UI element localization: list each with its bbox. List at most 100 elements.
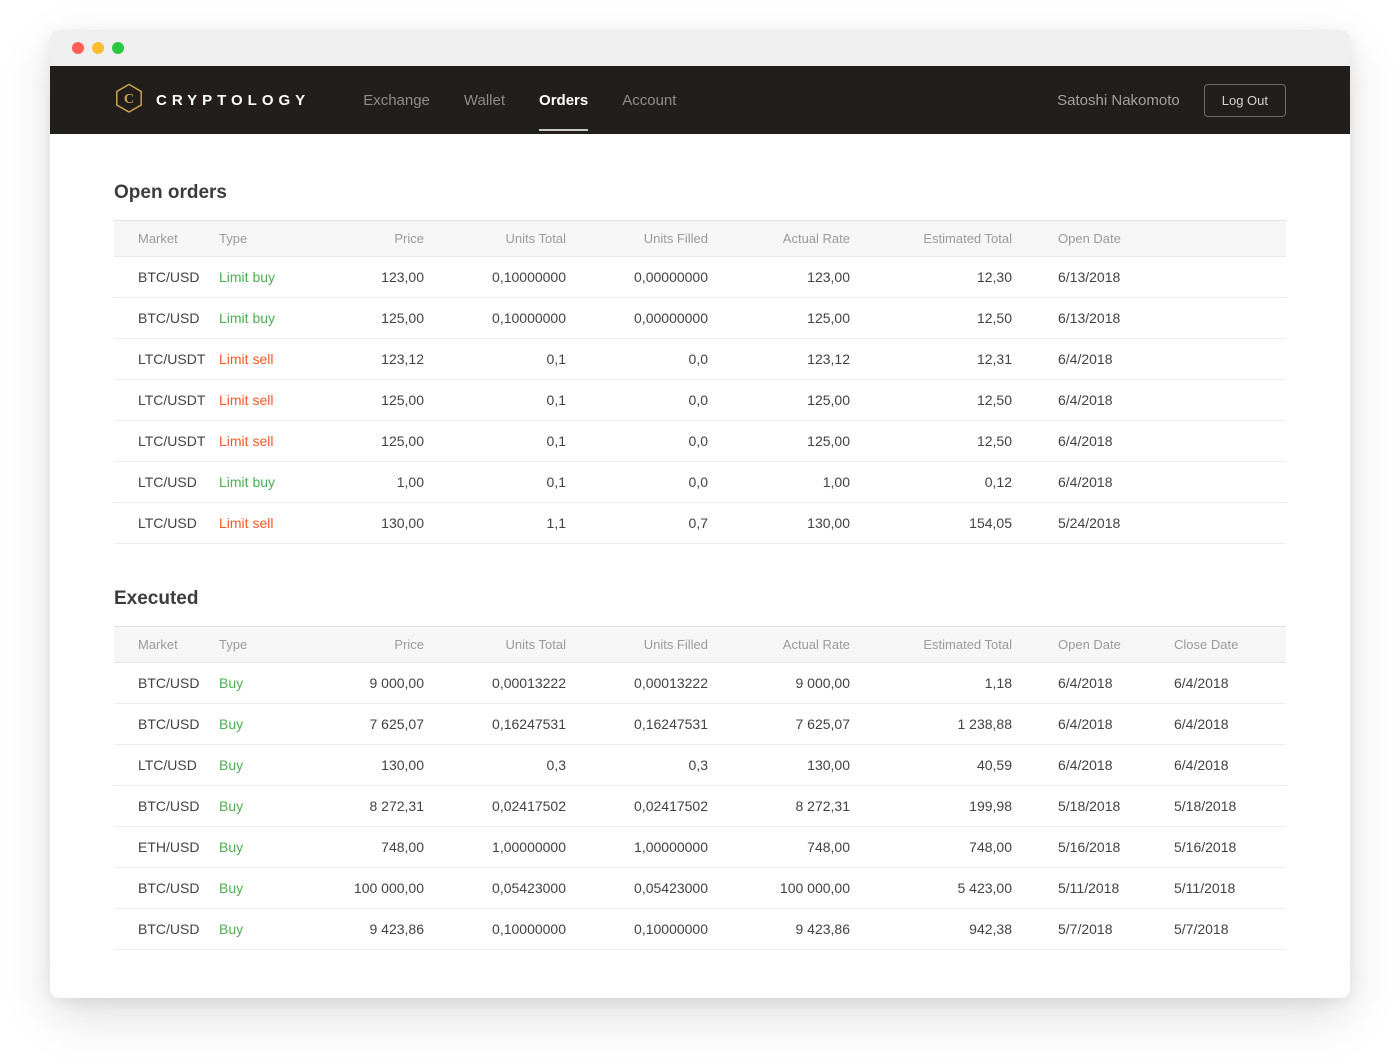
cell-type: Buy xyxy=(207,744,301,786)
close-button[interactable] xyxy=(72,42,84,54)
cell-units-filled: 0,0 xyxy=(578,338,720,380)
nav-item-account[interactable]: Account xyxy=(622,91,677,109)
column-header-units-total: Units Total xyxy=(436,626,578,663)
cell-type: Buy xyxy=(207,785,301,827)
cell-market: LTC/USDT xyxy=(114,338,207,380)
svg-text:C: C xyxy=(124,91,134,107)
cell-open-date: 6/13/2018 xyxy=(1024,256,1286,298)
cell-open-date: 5/24/2018 xyxy=(1024,502,1286,544)
open-orders-table-body: BTC/USD Limit buy 123,00 0,10000000 0,000000… xyxy=(114,256,1286,544)
open-orders-table-header: Market Type Price Units Total Units Filled Ac… xyxy=(114,220,1286,257)
cell-open-date: 6/4/2018 xyxy=(1024,379,1286,421)
cell-open-date: 6/4/2018 xyxy=(1024,420,1286,462)
nav-item-orders[interactable]: Orders xyxy=(522,66,605,134)
table-row: BTC/USD Buy 7 625,07 0,16247531 0,16247531 7 … xyxy=(114,703,1286,745)
cell-type: Buy xyxy=(207,662,301,704)
cell-type: Buy xyxy=(207,867,301,909)
cell-type: Limit sell xyxy=(207,379,301,421)
column-header-actual-rate: Actual Rate xyxy=(720,220,862,257)
cell-close-date: 6/4/2018 xyxy=(1146,703,1286,745)
cell-open-date: 5/18/2018 xyxy=(1024,785,1146,827)
table-row: BTC/USD Buy 100 000,00 0,05423000 0,05423000… xyxy=(114,867,1286,909)
column-header-units-total: Units Total xyxy=(436,220,578,257)
column-header-type: Type xyxy=(207,626,301,663)
cell-units-filled: 0,0 xyxy=(578,379,720,421)
column-header-market: Market xyxy=(114,220,207,257)
cell-estimated-total: 12,31 xyxy=(862,338,1024,380)
minimize-button[interactable] xyxy=(92,42,104,54)
cell-market: BTC/USD xyxy=(114,785,207,827)
cell-estimated-total: 748,00 xyxy=(862,826,1024,868)
executed-table-body: BTC/USD Buy 9 000,00 0,00013222 0,00013222 9 … xyxy=(114,662,1286,950)
cell-units-filled: 0,0 xyxy=(578,461,720,503)
logout-button[interactable]: Log Out xyxy=(1203,83,1286,117)
cell-actual-rate: 1,00 xyxy=(720,461,862,503)
cell-market: LTC/USD xyxy=(114,502,207,544)
cell-price: 1,00 xyxy=(301,461,436,503)
cell-price: 100 000,00 xyxy=(301,867,436,909)
app-window: C CRYPTOLOGY Exchange Wallet Orders Account… xyxy=(50,30,1350,998)
cell-units-total: 0,1 xyxy=(436,338,578,380)
window-titlebar xyxy=(50,30,1350,66)
table-row: LTC/USDT Limit sell 125,00 0,1 0,0 125,00 12,5… xyxy=(114,420,1286,462)
brand-name: CRYPTOLOGY xyxy=(156,91,311,109)
open-orders-table: Market Type Price Units Total Units Filled Ac… xyxy=(114,220,1286,544)
cell-units-total: 0,1 xyxy=(436,420,578,462)
cell-actual-rate: 123,00 xyxy=(720,256,862,298)
cell-actual-rate: 748,00 xyxy=(720,826,862,868)
table-row: LTC/USDT Limit sell 125,00 0,1 0,0 125,00 12,5… xyxy=(114,379,1286,421)
table-row: BTC/USD Buy 9 423,86 0,10000000 0,10000000 9 … xyxy=(114,908,1286,950)
cell-units-total: 0,02417502 xyxy=(436,785,578,827)
cell-actual-rate: 125,00 xyxy=(720,297,862,339)
cell-estimated-total: 1,18 xyxy=(862,662,1024,704)
cell-open-date: 5/16/2018 xyxy=(1024,826,1146,868)
column-header-actual-rate: Actual Rate xyxy=(720,626,862,663)
column-header-close-date: Close Date xyxy=(1146,626,1286,663)
cell-open-date: 6/4/2018 xyxy=(1024,744,1146,786)
table-row: LTC/USD Limit buy 1,00 0,1 0,0 1,00 0,12 6/4/20… xyxy=(114,461,1286,503)
nav-item-exchange[interactable]: Exchange xyxy=(363,91,430,109)
nav-item-wallet[interactable]: Wallet xyxy=(463,91,506,109)
cell-units-filled: 0,05423000 xyxy=(578,867,720,909)
zoom-button[interactable] xyxy=(112,42,124,54)
cell-price: 125,00 xyxy=(301,420,436,462)
column-header-type: Type xyxy=(207,220,301,257)
cell-close-date: 6/4/2018 xyxy=(1146,744,1286,786)
cell-close-date: 5/16/2018 xyxy=(1146,826,1286,868)
cell-actual-rate: 9 423,86 xyxy=(720,908,862,950)
main-content: Open orders Market Type Price Units Total Un… xyxy=(50,182,1350,998)
cell-price: 9 423,86 xyxy=(301,908,436,950)
executed-table-header: Market Type Price Units Total Units Filled Ac… xyxy=(114,626,1286,663)
table-row: LTC/USD Limit sell 130,00 1,1 0,7 130,00 154,0… xyxy=(114,502,1286,544)
cell-units-filled: 0,16247531 xyxy=(578,703,720,745)
cell-market: BTC/USD xyxy=(114,256,207,298)
cell-units-total: 0,16247531 xyxy=(436,703,578,745)
column-header-estimated-total: Estimated Total xyxy=(862,220,1024,257)
cell-units-total: 0,1 xyxy=(436,379,578,421)
cell-price: 125,00 xyxy=(301,297,436,339)
cell-market: BTC/USD xyxy=(114,703,207,745)
executed-title: Executed xyxy=(114,588,199,609)
cell-estimated-total: 12,50 xyxy=(862,297,1024,339)
cell-market: LTC/USDT xyxy=(114,420,207,462)
cell-type: Limit sell xyxy=(207,420,301,462)
cell-price: 7 625,07 xyxy=(301,703,436,745)
brand-logo-icon: C xyxy=(114,83,144,118)
cell-units-filled: 0,00013222 xyxy=(578,662,720,704)
cell-open-date: 5/7/2018 xyxy=(1024,908,1146,950)
brand[interactable]: C CRYPTOLOGY xyxy=(114,83,310,118)
cell-units-total: 1,00000000 xyxy=(436,826,578,868)
column-header-price: Price xyxy=(301,220,436,257)
column-header-estimated-total: Estimated Total xyxy=(862,626,1024,663)
user-name: Satoshi Nakomoto xyxy=(1057,91,1180,109)
executed-table: Market Type Price Units Total Units Filled Ac… xyxy=(114,626,1286,950)
cell-market: BTC/USD xyxy=(114,908,207,950)
cell-type: Limit sell xyxy=(207,338,301,380)
cell-market: BTC/USD xyxy=(114,867,207,909)
cell-open-date: 6/4/2018 xyxy=(1024,338,1286,380)
cell-price: 125,00 xyxy=(301,379,436,421)
cell-open-date: 6/4/2018 xyxy=(1024,703,1146,745)
cell-close-date: 6/4/2018 xyxy=(1146,662,1286,704)
cell-price: 9 000,00 xyxy=(301,662,436,704)
cell-close-date: 5/18/2018 xyxy=(1146,785,1286,827)
